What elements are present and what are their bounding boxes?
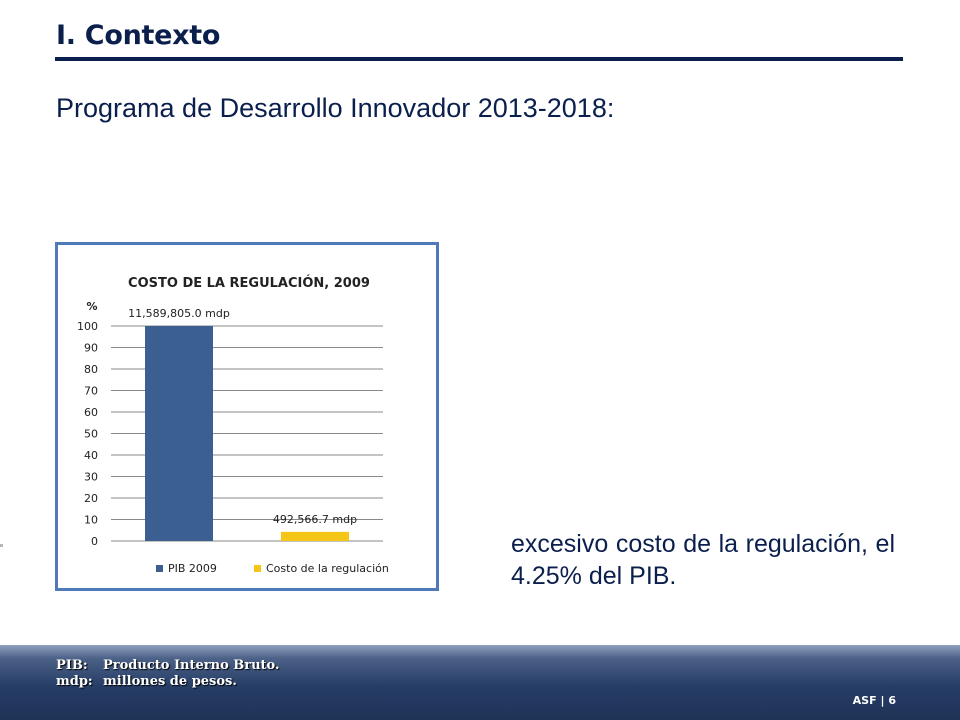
y-tick-label: 100 [77, 320, 98, 333]
body-text: excesivo costo de la regulación, el 4.25… [511, 530, 895, 590]
legend-entry: Costo de la regulación [266, 562, 389, 575]
data-label: 492,566.7 mdp [273, 513, 357, 526]
legend: PIB 2009 Costo de la regulación [156, 562, 389, 575]
chart-canvas: COSTO DE LA REGULACIÓN, 2009 % 0 10 20 30 40… [77, 275, 389, 575]
y-tick-label: 80 [84, 363, 98, 376]
legend-swatch [254, 565, 261, 572]
note-term: mdp: [56, 674, 93, 689]
bar-costo-regulacion [281, 531, 349, 541]
note-definition: millones de pesos. [103, 674, 237, 689]
y-tick-label: 20 [84, 492, 98, 505]
footer-band [0, 645, 960, 720]
y-tick-label: 70 [84, 385, 98, 398]
title-divider [55, 57, 903, 61]
data-labels: 11,589,805.0 mdp 492,566.7 mdp [128, 307, 357, 526]
note-term: PIB: [56, 658, 88, 673]
legend-swatch [156, 565, 163, 572]
note-row-pib: PIB: Producto Interno Bruto. [56, 658, 280, 674]
slide-title: I. Contexto [56, 20, 221, 51]
note-definition: Producto Interno Bruto. [103, 658, 280, 673]
slide-subtitle: Programa de Desarrollo Innovador 2013-20… [56, 93, 615, 123]
y-axis-ticks: 0 10 20 30 40 50 60 70 80 90 100 [77, 320, 98, 548]
regulation-cost-chart: COSTO DE LA REGULACIÓN, 2009 % 0 10 20 30 40… [55, 242, 439, 591]
data-label: 11,589,805.0 mdp [128, 307, 230, 320]
bar-pib-2009 [145, 326, 213, 541]
y-tick-label: 50 [84, 428, 98, 441]
y-tick-label: 30 [84, 471, 98, 484]
y-tick-label: 0 [91, 535, 98, 548]
y-axis-label: % [86, 300, 97, 313]
y-tick-label: 90 [84, 342, 98, 355]
footer-separator: | [880, 694, 885, 707]
y-tick-label: 60 [84, 406, 98, 419]
edge-mark [0, 544, 3, 547]
footer-notes: PIB: Producto Interno Bruto. mdp: millon… [56, 658, 280, 690]
note-row-mdp: mdp: millones de pesos. [56, 674, 280, 690]
chart-title: COSTO DE LA REGULACIÓN, 2009 [128, 275, 370, 291]
page-number: 6 [888, 694, 896, 707]
bars [145, 326, 349, 541]
y-tick-label: 40 [84, 449, 98, 462]
page-footer: ASF | 6 [853, 694, 896, 707]
legend-entry: PIB 2009 [168, 562, 217, 575]
org-name: ASF [852, 694, 877, 707]
y-tick-label: 10 [84, 514, 98, 527]
